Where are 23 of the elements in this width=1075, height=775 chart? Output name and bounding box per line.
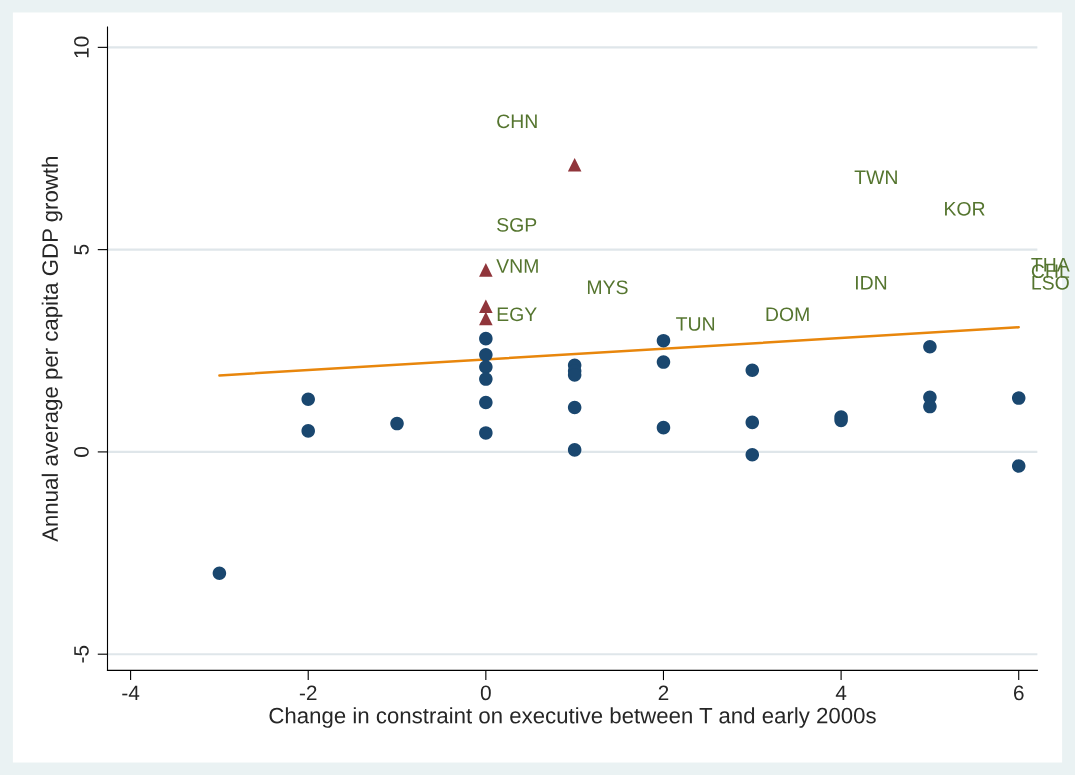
- x-tick-label: -4: [122, 685, 140, 701]
- x-tick-label: 2: [658, 685, 669, 701]
- annotation: TUN: [676, 317, 715, 331]
- x-tick-label: -2: [299, 685, 317, 701]
- annotation: VNM: [496, 259, 538, 273]
- annotation: CHN: [497, 114, 537, 129]
- y-tick-label: -5: [74, 645, 89, 663]
- annotation: KOR: [945, 201, 985, 216]
- x-tick-label: 6: [1013, 685, 1024, 701]
- annotation: MYS: [587, 280, 628, 295]
- annotation: LSO: [1032, 275, 1069, 290]
- y-tick-label: 5: [74, 244, 89, 255]
- annotation: DOM: [766, 307, 809, 322]
- y-tick-label: 10: [74, 36, 89, 58]
- y-tick-label: 0: [74, 446, 89, 457]
- annotation: SGP: [497, 217, 537, 232]
- x-tick-label: 4: [835, 685, 847, 701]
- y-axis-title: Annual average per capita GDP growth: [41, 157, 63, 542]
- x-tick-label: 0: [480, 685, 491, 701]
- annotation: EGY: [497, 307, 537, 322]
- annotation: TWN: [854, 170, 897, 184]
- x-axis-title: Change in constraint on executive between T and early 2000s: [269, 707, 876, 728]
- annotation: IDN: [855, 276, 887, 290]
